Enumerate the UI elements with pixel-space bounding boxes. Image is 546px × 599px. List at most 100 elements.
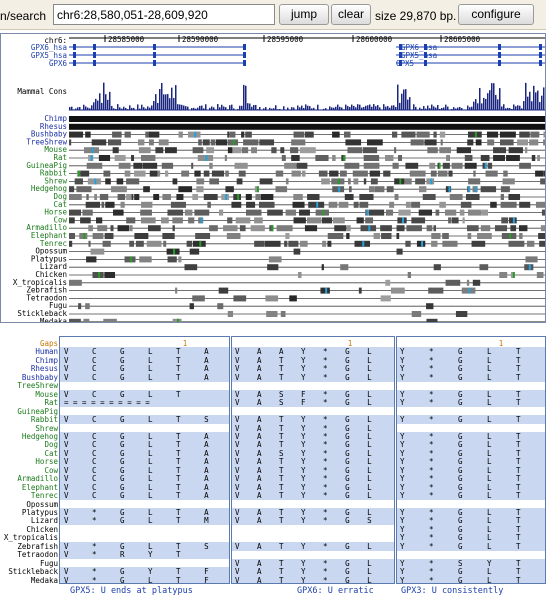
species-alignment-block — [332, 131, 340, 138]
species-alignment-block — [227, 217, 233, 224]
caption-gpx5: GPX5: U ends at platypus — [70, 586, 193, 596]
alignment-residues: V*GLTS — [64, 541, 230, 551]
alignment-row: Y*GLT — [397, 431, 546, 441]
species-alignment-block — [410, 139, 424, 146]
species-alignment-block — [332, 155, 336, 161]
species-alignment-block — [525, 147, 528, 154]
alignment-residues: VATY*GL — [235, 457, 390, 467]
conservation-bar — [191, 108, 193, 110]
jump-button[interactable]: jump — [279, 4, 329, 25]
alignment-row: Y*GLT — [397, 482, 546, 492]
exon-block — [498, 60, 501, 66]
species-alignment-block — [500, 139, 514, 146]
species-alignment-block — [398, 155, 403, 161]
exon-block — [153, 44, 156, 50]
position-input[interactable] — [53, 4, 275, 25]
conservation-bar — [401, 93, 403, 110]
alignment-row: VCGLT — [60, 389, 230, 399]
conservation-bar — [367, 105, 369, 110]
alignment-residues: VATY*GL — [235, 508, 390, 517]
species-alignment-block — [456, 147, 472, 154]
species-alignment-block — [396, 233, 400, 239]
species-alignment-block — [446, 155, 451, 161]
conservation-bar — [397, 84, 399, 110]
configure-button[interactable]: configure — [458, 4, 534, 25]
conservation-bar — [299, 107, 301, 110]
species-label: Elephant — [31, 231, 67, 240]
species-alignment-block — [194, 209, 210, 216]
exon-block — [399, 44, 402, 50]
conservation-bar — [485, 98, 487, 110]
species-label: Tenrec — [40, 239, 67, 248]
species-alignment-block — [535, 201, 545, 208]
species-alignment-block — [307, 194, 320, 200]
species-alignment-block — [170, 201, 186, 208]
alignment-species-label: Rhesus — [30, 364, 58, 374]
alignment-residues: VATY*GL — [235, 431, 390, 441]
alignment-residues: VCGLTA — [64, 355, 230, 365]
species-alignment-block — [519, 233, 523, 239]
alignment-species-label: Cat — [44, 448, 58, 458]
species-alignment-block — [80, 217, 91, 224]
alignment-row: VATY*GL — [232, 482, 395, 492]
conservation-bar — [507, 107, 509, 110]
conservation-label: Mammal Cons — [17, 87, 67, 96]
conservation-bar — [221, 104, 223, 110]
conservation-bar — [263, 108, 265, 110]
species-alignment-block — [540, 225, 545, 232]
alignment-row: V*GLTA — [60, 508, 230, 517]
species-alignment-block — [250, 225, 265, 232]
alignment-residues: Y*GLT — [400, 567, 546, 577]
species-alignment-block — [104, 233, 114, 239]
species-alignment-block — [344, 131, 351, 138]
species-alignment-block — [401, 131, 416, 138]
conservation-bar — [99, 93, 101, 110]
species-alignment-block — [194, 170, 201, 177]
alignment-species-label: Cow — [44, 465, 58, 475]
species-alignment-block — [369, 170, 381, 177]
clear-button[interactable]: clear — [331, 4, 371, 25]
species-alignment-block — [254, 217, 263, 224]
species-alignment-block — [485, 170, 498, 177]
species-alignment-block — [184, 264, 198, 271]
conservation-bar — [461, 108, 463, 110]
conservation-bar — [75, 108, 77, 110]
alignment-residues: VCGLTA — [64, 448, 230, 458]
alignment-species-label: Bushbaby — [21, 372, 58, 382]
conservation-bar — [385, 106, 387, 110]
conservation-bar — [129, 105, 131, 110]
conservation-bar — [537, 90, 539, 110]
species-alignment-block — [517, 139, 529, 146]
species-alignment-block — [102, 240, 111, 247]
genome-browser-tracks[interactable]: chr6: 28585000 28590000 28595000 28600000 286… — [0, 33, 546, 323]
species-label: Stickleback — [17, 309, 67, 318]
species-alignment-block — [165, 147, 177, 154]
conservation-bar — [107, 99, 109, 110]
species-alignment-marker — [225, 194, 228, 200]
alignment-row: Y*GLT — [397, 508, 546, 517]
conservation-bar — [163, 94, 165, 110]
conservation-bar — [355, 107, 357, 110]
species-alignment-block — [189, 248, 200, 255]
alignment-residues: Y*GLT — [400, 533, 546, 543]
alignment-species-label: Armadillo — [17, 474, 58, 484]
species-alignment-block — [473, 170, 476, 177]
track-image[interactable]: chr6: 28585000 28590000 28595000 28600000 286… — [1, 34, 546, 323]
alignment-row: Y*GLT — [397, 474, 546, 484]
alignment-row: V*GLTM — [60, 516, 230, 526]
species-alignment-block — [418, 209, 433, 216]
gene-track-label: GPX5_hsa — [31, 51, 67, 60]
alignment-residues: Y*GLT — [400, 355, 546, 365]
species-alignment-block — [206, 147, 214, 154]
species-alignment-block — [218, 209, 224, 216]
exon-block — [93, 44, 96, 50]
species-alignment-block — [178, 186, 193, 193]
species-alignment-block — [338, 201, 349, 208]
species-alignment-block — [285, 178, 289, 185]
alignment-residues: Y*GLT — [400, 431, 546, 441]
species-alignment-block — [404, 178, 412, 185]
species-alignment-block — [502, 178, 515, 185]
exon-block — [73, 44, 76, 50]
conservation-bar — [155, 94, 157, 110]
alignment-residues: VASF*GL — [235, 398, 390, 408]
